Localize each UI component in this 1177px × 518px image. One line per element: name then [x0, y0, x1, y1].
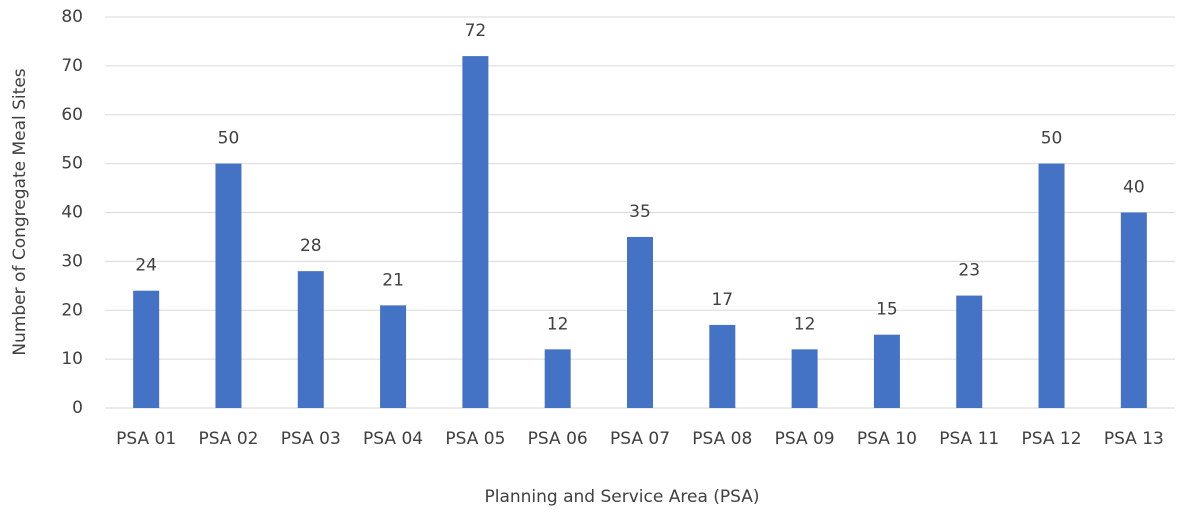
data-label: 23: [958, 261, 980, 281]
bar: [791, 349, 818, 408]
x-tick-label: PSA 03: [281, 429, 341, 449]
bar: [462, 56, 489, 408]
bar: [627, 236, 653, 408]
bar: [297, 271, 324, 408]
bar: [1038, 163, 1065, 408]
x-tick-label: PSA 08: [692, 429, 752, 449]
data-label: 28: [300, 236, 322, 256]
x-tick-label: PSA 13: [1104, 429, 1164, 449]
bar: [544, 349, 571, 408]
x-tick-label: PSA 04: [363, 429, 423, 449]
x-tick-label: PSA 06: [528, 429, 588, 449]
x-tick-label: PSA 09: [775, 429, 835, 449]
y-tick-label: 30: [61, 251, 83, 271]
y-tick-label: 60: [61, 105, 83, 125]
data-label: 35: [629, 202, 651, 222]
data-label: 17: [711, 290, 733, 310]
data-label: 50: [1041, 129, 1063, 149]
x-tick-label: PSA 10: [857, 429, 917, 449]
data-label: 24: [135, 256, 157, 276]
x-tick-label: PSA 11: [939, 429, 999, 449]
bar: [215, 163, 242, 408]
x-tick-label: PSA 07: [610, 429, 670, 449]
data-label: 12: [547, 314, 569, 334]
y-tick-label: 50: [61, 154, 83, 174]
y-tick-label: 40: [61, 203, 83, 223]
y-tick-label: 20: [61, 300, 83, 320]
x-tick-label: PSA 02: [198, 429, 258, 449]
y-tick-label: 10: [61, 349, 83, 369]
bar: [1120, 212, 1147, 408]
data-label: 21: [382, 270, 404, 290]
bar: [873, 334, 900, 408]
x-tick-label: PSA 01: [116, 429, 176, 449]
data-label: 72: [465, 21, 487, 41]
y-tick-label: 80: [61, 7, 83, 27]
bar: [133, 290, 160, 408]
x-axis-label: Planning and Service Area (PSA): [484, 487, 759, 507]
y-tick-label: 70: [61, 56, 83, 76]
data-label: 40: [1123, 178, 1145, 198]
y-axis-label: Number of Congregate Meal Sites: [10, 68, 30, 355]
bar: [380, 305, 407, 408]
x-tick-label: PSA 05: [445, 429, 505, 449]
y-tick-label: 0: [72, 398, 83, 418]
data-label: 12: [794, 314, 816, 334]
bar: [709, 324, 736, 408]
data-label: 50: [218, 129, 240, 149]
x-tick-label: PSA 12: [1022, 429, 1082, 449]
bar: [956, 295, 983, 408]
data-label: 15: [876, 300, 898, 320]
